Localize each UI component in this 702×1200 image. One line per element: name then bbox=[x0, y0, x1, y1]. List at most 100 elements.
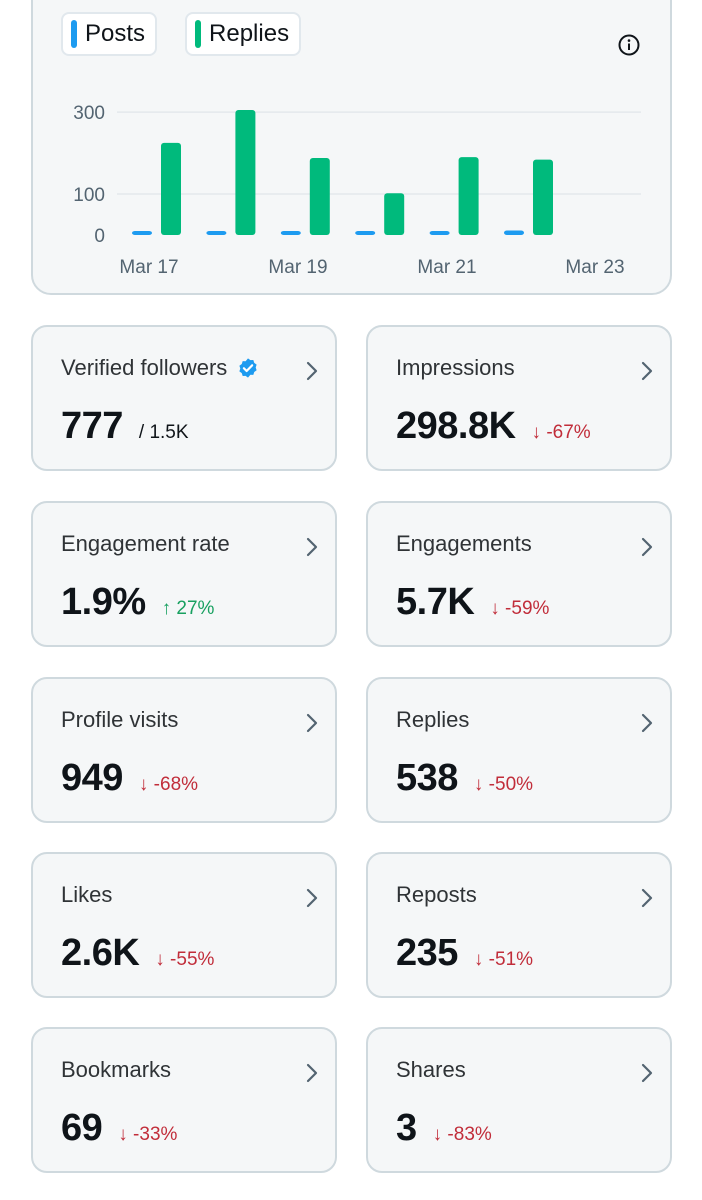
chevron-right-icon[interactable] bbox=[305, 536, 319, 558]
posts-bar[interactable] bbox=[504, 230, 524, 235]
stat-value: 235 bbox=[396, 932, 458, 974]
stat-card-engagements[interactable]: Engagements 5.7K ↓ -59% bbox=[366, 501, 672, 647]
legend-replies-toggle[interactable]: Replies bbox=[185, 12, 302, 56]
stat-title: Engagement rate bbox=[61, 531, 230, 557]
chevron-right-icon[interactable] bbox=[305, 887, 319, 909]
y-tick-label: 300 bbox=[73, 103, 105, 124]
info-icon[interactable] bbox=[618, 34, 640, 56]
stat-value: 949 bbox=[61, 757, 123, 799]
stat-title: Bookmarks bbox=[61, 1057, 171, 1083]
stat-value-row: 777 / 1.5K bbox=[61, 405, 189, 448]
stat-value-row: 538 ↓ -50% bbox=[396, 757, 533, 800]
stat-value: 5.7K bbox=[396, 581, 475, 623]
stat-change-badge: ↓ -50% bbox=[473, 774, 534, 795]
legend-replies-label: Replies bbox=[209, 20, 290, 47]
stat-change-badge: ↓ -55% bbox=[155, 949, 215, 970]
activity-chart-card: Posts Replies 0 100 300 Mar 17 Mar 19 Mar 21 M… bbox=[31, 0, 672, 295]
stat-total: / 1.5K bbox=[138, 422, 189, 443]
stat-value-row: 235 ↓ -51% bbox=[396, 932, 533, 975]
replies-bar[interactable] bbox=[309, 157, 330, 235]
stat-title-label: Replies bbox=[396, 707, 470, 732]
stat-title-label: Shares bbox=[396, 1057, 466, 1082]
stat-title-label: Bookmarks bbox=[61, 1057, 172, 1082]
x-tick-label: Mar 17 bbox=[119, 257, 178, 278]
stat-title-label: Reposts bbox=[396, 882, 477, 907]
stat-value: 538 bbox=[396, 757, 458, 799]
stat-value-row: 69 ↓ -33% bbox=[61, 1107, 177, 1150]
chevron-right-icon[interactable] bbox=[305, 1062, 319, 1084]
stat-change-badge: ↓ -83% bbox=[432, 1124, 492, 1145]
stat-title: Replies bbox=[396, 707, 469, 733]
stat-title-label: Profile visits bbox=[61, 707, 179, 732]
stat-card-replies[interactable]: Replies 538 ↓ -50% bbox=[366, 677, 672, 823]
posts-bar[interactable] bbox=[429, 231, 450, 235]
replies-bar[interactable] bbox=[384, 193, 405, 235]
y-tick-label: 100 bbox=[73, 185, 105, 206]
stat-value-row: 2.6K ↓ -55% bbox=[61, 932, 214, 975]
stat-change-badge: ↑ 27% bbox=[161, 598, 215, 619]
stat-change-badge: ↓ -68% bbox=[138, 774, 199, 795]
stat-value: 3 bbox=[396, 1107, 417, 1149]
stat-card-reposts[interactable]: Reposts 235 ↓ -51% bbox=[366, 852, 672, 998]
stat-title-label: Engagements bbox=[396, 531, 532, 556]
stat-card-shares[interactable]: Shares 3 ↓ -83% bbox=[366, 1027, 672, 1173]
chevron-right-icon[interactable] bbox=[640, 360, 654, 382]
chevron-right-icon[interactable] bbox=[640, 887, 654, 909]
chevron-right-icon[interactable] bbox=[640, 712, 654, 734]
stat-title: Likes bbox=[61, 882, 112, 908]
stat-value: 69 bbox=[61, 1107, 103, 1149]
posts-bar[interactable] bbox=[206, 231, 227, 235]
verified-badge-icon bbox=[239, 358, 257, 378]
x-tick-label: Mar 21 bbox=[417, 257, 476, 278]
stat-title: Impressions bbox=[396, 355, 515, 381]
x-tick-label: Mar 19 bbox=[268, 257, 327, 278]
y-tick-label: 0 bbox=[94, 226, 105, 247]
stat-title: Shares bbox=[396, 1057, 466, 1083]
stat-value: 2.6K bbox=[61, 932, 140, 974]
stat-title-label: Likes bbox=[61, 882, 113, 907]
posts-bar[interactable] bbox=[280, 231, 301, 235]
legend-posts-toggle[interactable]: Posts bbox=[61, 12, 158, 56]
stat-title: Verified followers bbox=[61, 355, 259, 381]
replies-bar[interactable] bbox=[161, 142, 181, 235]
stat-card-profile-visits[interactable]: Profile visits 949 ↓ -68% bbox=[31, 677, 337, 823]
stat-value: 1.9% bbox=[61, 581, 146, 623]
stat-value: 777 bbox=[61, 405, 123, 447]
stat-value: 298.8K bbox=[396, 405, 516, 447]
stat-value-row: 1.9% ↑ 27% bbox=[61, 581, 214, 624]
stat-change-badge: ↓ -67% bbox=[531, 422, 591, 443]
stat-change-badge: ↓ -59% bbox=[490, 598, 550, 619]
stat-title-label: Verified followers bbox=[61, 355, 228, 380]
chevron-right-icon[interactable] bbox=[640, 1062, 654, 1084]
stat-card-impressions[interactable]: Impressions 298.8K ↓ -67% bbox=[366, 325, 672, 471]
chart-legend: Posts Replies bbox=[61, 12, 302, 56]
stat-card-bookmarks[interactable]: Bookmarks 69 ↓ -33% bbox=[31, 1027, 337, 1173]
posts-swatch bbox=[71, 20, 77, 48]
replies-swatch bbox=[195, 20, 202, 48]
x-tick-label: Mar 23 bbox=[565, 257, 624, 278]
stat-card-verified-followers[interactable]: Verified followers 777 / 1.5K bbox=[31, 325, 337, 471]
stat-value-row: 949 ↓ -68% bbox=[61, 757, 198, 800]
chevron-right-icon[interactable] bbox=[305, 360, 319, 382]
stat-title: Engagements bbox=[396, 531, 532, 557]
posts-bar[interactable] bbox=[355, 231, 376, 235]
posts-bar[interactable] bbox=[132, 231, 152, 235]
replies-bar[interactable] bbox=[458, 157, 479, 235]
stat-title-label: Impressions bbox=[396, 355, 515, 380]
replies-bar[interactable] bbox=[235, 110, 256, 235]
stat-value-row: 5.7K ↓ -59% bbox=[396, 581, 549, 624]
stat-title-label: Engagement rate bbox=[61, 531, 230, 556]
chevron-right-icon[interactable] bbox=[305, 712, 319, 734]
replies-bar[interactable] bbox=[533, 159, 553, 235]
stat-title: Reposts bbox=[396, 882, 477, 908]
stat-title: Profile visits bbox=[61, 707, 178, 733]
stat-change-badge: ↓ -33% bbox=[118, 1124, 178, 1145]
stat-change-badge: ↓ -51% bbox=[473, 949, 534, 970]
stat-value-row: 3 ↓ -83% bbox=[396, 1107, 492, 1150]
chevron-right-icon[interactable] bbox=[640, 536, 654, 558]
legend-posts-label: Posts bbox=[85, 20, 146, 47]
stat-value-row: 298.8K ↓ -67% bbox=[396, 405, 591, 448]
stat-card-likes[interactable]: Likes 2.6K ↓ -55% bbox=[31, 852, 337, 998]
bar-chart: 0 100 300 Mar 17 Mar 19 Mar 21 Mar 23 bbox=[73, 103, 641, 278]
stat-card-engagement-rate[interactable]: Engagement rate 1.9% ↑ 27% bbox=[31, 501, 337, 647]
